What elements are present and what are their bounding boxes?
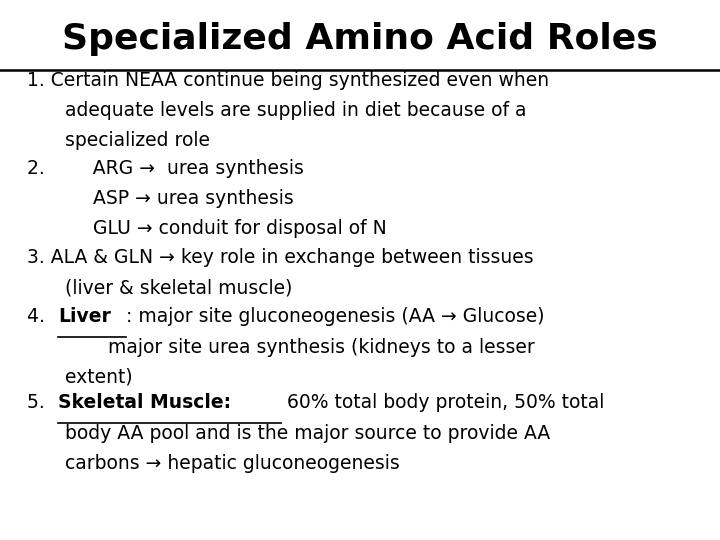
Text: Liver: Liver xyxy=(58,307,111,326)
Text: 1. Certain NEAA continue being synthesized even when: 1. Certain NEAA continue being synthesiz… xyxy=(27,71,549,90)
Text: extent): extent) xyxy=(65,368,132,387)
Text: (liver & skeletal muscle): (liver & skeletal muscle) xyxy=(65,278,292,297)
Text: adequate levels are supplied in diet because of a: adequate levels are supplied in diet bec… xyxy=(65,101,526,120)
Text: Specialized Amino Acid Roles: Specialized Amino Acid Roles xyxy=(62,22,658,56)
Text: ASP → urea synthesis: ASP → urea synthesis xyxy=(27,189,294,208)
Text: GLU → conduit for disposal of N: GLU → conduit for disposal of N xyxy=(27,219,387,238)
Text: 60% total body protein, 50% total: 60% total body protein, 50% total xyxy=(282,393,605,412)
Text: 3. ALA & GLN → key role in exchange between tissues: 3. ALA & GLN → key role in exchange betw… xyxy=(27,248,534,267)
Text: specialized role: specialized role xyxy=(65,131,210,150)
Text: major site urea synthesis (kidneys to a lesser: major site urea synthesis (kidneys to a … xyxy=(108,338,535,357)
Text: body AA pool and is the major source to provide AA: body AA pool and is the major source to … xyxy=(65,424,550,443)
Text: carbons → hepatic gluconeogenesis: carbons → hepatic gluconeogenesis xyxy=(65,454,400,473)
Text: 5.: 5. xyxy=(27,393,51,412)
Text: 2.        ARG →  urea synthesis: 2. ARG → urea synthesis xyxy=(27,159,305,178)
Text: Skeletal Muscle:: Skeletal Muscle: xyxy=(58,393,231,412)
Text: 4.: 4. xyxy=(27,307,51,326)
Text: : major site gluconeogenesis (AA → Glucose): : major site gluconeogenesis (AA → Gluco… xyxy=(127,307,545,326)
